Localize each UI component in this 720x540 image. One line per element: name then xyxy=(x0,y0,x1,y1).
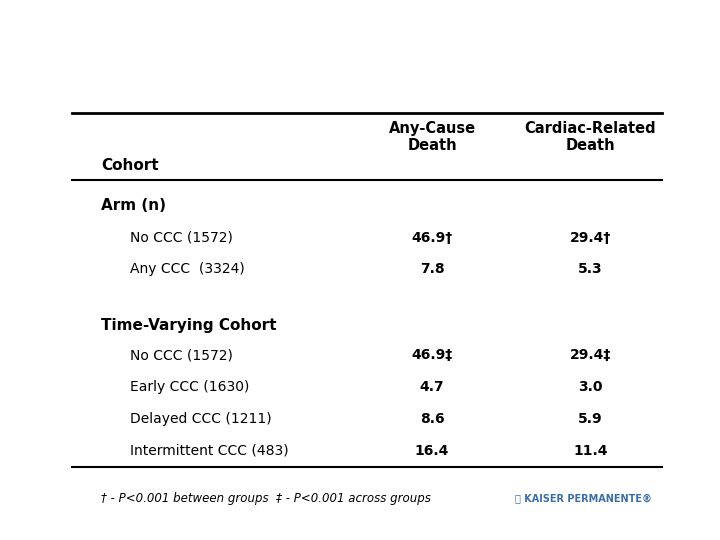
Text: Any CCC  (3324): Any CCC (3324) xyxy=(130,262,244,276)
Text: Delayed CCC (1211): Delayed CCC (1211) xyxy=(130,412,271,426)
Text: 7.8: 7.8 xyxy=(420,262,444,276)
Text: Cardiac-Related
Death: Cardiac-Related Death xyxy=(525,121,656,153)
Text: Cohort: Cohort xyxy=(101,158,158,173)
Text: Intermittent CCC (483): Intermittent CCC (483) xyxy=(130,444,288,458)
Text: 8.6: 8.6 xyxy=(420,412,444,426)
Text: Time-Varying Cohort: Time-Varying Cohort xyxy=(101,318,276,333)
Text: Early CCC (1630): Early CCC (1630) xyxy=(130,380,249,394)
Text: 5.3: 5.3 xyxy=(578,262,603,276)
Text: 46.9‡: 46.9‡ xyxy=(411,348,453,362)
Text: 16.4: 16.4 xyxy=(415,444,449,458)
Text: Any-Cause
Death: Any-Cause Death xyxy=(388,121,476,153)
Text: 👤 KAISER PERMANENTE®: 👤 KAISER PERMANENTE® xyxy=(515,494,652,503)
Text: 5.9: 5.9 xyxy=(578,412,603,426)
Text: 11.4: 11.4 xyxy=(573,444,608,458)
Text: No CCC (1572): No CCC (1572) xyxy=(130,348,233,362)
Text: 4.7: 4.7 xyxy=(420,380,444,394)
Text: 46.9†: 46.9† xyxy=(411,231,453,245)
Text: 29.4‡: 29.4‡ xyxy=(570,348,611,362)
Text: 3.0: 3.0 xyxy=(578,380,603,394)
Text: † - P<0.001 between groups  ‡ - P<0.001 across groups: † - P<0.001 between groups ‡ - P<0.001 a… xyxy=(101,492,431,505)
Text: 29.4†: 29.4† xyxy=(570,231,611,245)
Text: Arm (n): Arm (n) xyxy=(101,198,166,213)
Text: Example: Results (table 2): Example: Results (table 2) xyxy=(25,39,480,68)
Text: No CCC (1572): No CCC (1572) xyxy=(130,231,233,245)
